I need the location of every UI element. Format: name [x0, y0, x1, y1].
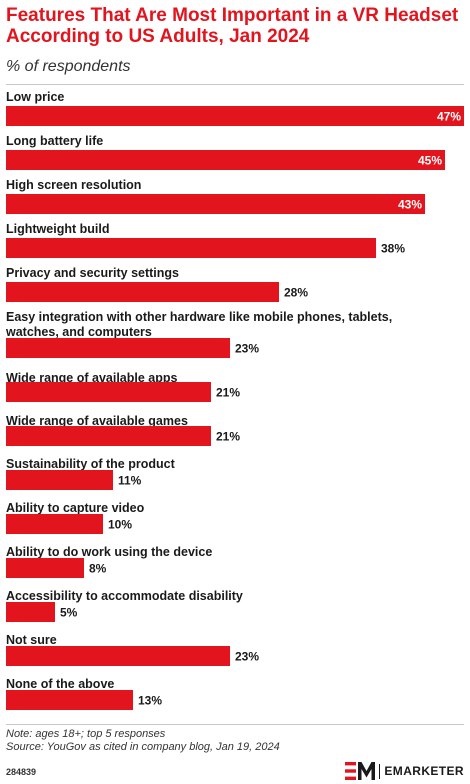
- bar: [6, 238, 376, 258]
- bar-row: Ability to capture video 10%: [6, 501, 145, 534]
- category-label: Low price: [6, 90, 64, 104]
- bar: [6, 382, 211, 402]
- category-label: Ability to do work using the device: [6, 545, 212, 559]
- category-label: Long battery life: [6, 134, 103, 148]
- category-label: Ability to capture video: [6, 501, 145, 515]
- bar: [6, 150, 445, 170]
- bar: [6, 106, 464, 126]
- value-label: 10%: [108, 518, 132, 532]
- bar: [6, 470, 113, 490]
- bar-row: Sustainability of the product 11%: [6, 457, 176, 490]
- bar-row: Long battery life 45%: [6, 134, 445, 170]
- category-label: None of the above: [6, 677, 114, 691]
- bar-row: Not sure 23%: [6, 633, 259, 666]
- value-label: 45%: [418, 154, 442, 168]
- value-label: 8%: [89, 562, 107, 576]
- bar: [6, 646, 230, 666]
- bar: [6, 282, 279, 302]
- bar-row: None of the above 13%: [6, 677, 162, 710]
- bottom-divider: [6, 724, 464, 725]
- bar-row: Low price 47%: [6, 90, 464, 126]
- bar-row: Privacy and security settings 28%: [6, 266, 308, 302]
- category-label: Privacy and security settings: [6, 266, 179, 280]
- bar: [6, 558, 84, 578]
- bar: [6, 602, 55, 622]
- value-label: 23%: [235, 342, 259, 356]
- logo-separator: [379, 763, 381, 779]
- bar: [6, 690, 133, 710]
- chart-note: Note: ages 18+; top 5 responses: [6, 728, 166, 740]
- value-label: 28%: [284, 286, 308, 300]
- value-label: 43%: [398, 198, 422, 212]
- value-label: 38%: [381, 242, 405, 256]
- category-label: Lightweight build: [6, 222, 109, 236]
- bar: [6, 514, 103, 534]
- bar-row: Easy integration with other hardware lik…: [5, 310, 392, 358]
- chart-source: Source: YouGov as cited in company blog,…: [6, 741, 280, 753]
- chart-title: Features That Are Most Important in a VR…: [6, 5, 459, 47]
- bar-row: Lightweight build 38%: [6, 222, 405, 258]
- bar: [6, 194, 425, 214]
- brand-name: EMARKETER: [384, 764, 464, 778]
- top-divider: [6, 84, 464, 85]
- category-label: Wide range of available apps: [6, 371, 178, 385]
- bar-row: Wide range of available games 21%: [6, 414, 240, 446]
- category-label: High screen resolution: [6, 178, 141, 192]
- bar-row: High screen resolution 43%: [6, 178, 425, 214]
- value-label: 21%: [216, 430, 240, 444]
- value-label: 21%: [216, 386, 240, 400]
- bar: [6, 426, 211, 446]
- category-label: Accessibility to accommodate disability: [6, 589, 243, 603]
- bar-row: Accessibility to accommodate disability 5…: [6, 589, 243, 622]
- category-label: Sustainability of the product: [6, 457, 176, 471]
- category-label: Easy integration with other hardware lik…: [5, 310, 392, 339]
- chart-subtitle: % of respondents: [6, 58, 131, 75]
- value-label: 5%: [60, 606, 78, 620]
- value-label: 11%: [118, 474, 142, 488]
- bar: [6, 338, 230, 358]
- emarketer-logo-icon: [345, 762, 376, 780]
- chart-id: 284839: [6, 767, 37, 777]
- value-label: 47%: [437, 110, 461, 124]
- category-label: Wide range of available games: [6, 414, 188, 428]
- bar-row: Wide range of available apps 21%: [6, 371, 240, 402]
- bar-row: Ability to do work using the device 8%: [6, 545, 212, 578]
- bar-chart: Low price 47% Long battery life 45% High scr…: [5, 90, 464, 710]
- brand-logo: EMARKETER: [345, 762, 464, 780]
- category-label: Not sure: [6, 633, 57, 647]
- value-label: 13%: [138, 694, 162, 708]
- value-label: 23%: [235, 650, 259, 664]
